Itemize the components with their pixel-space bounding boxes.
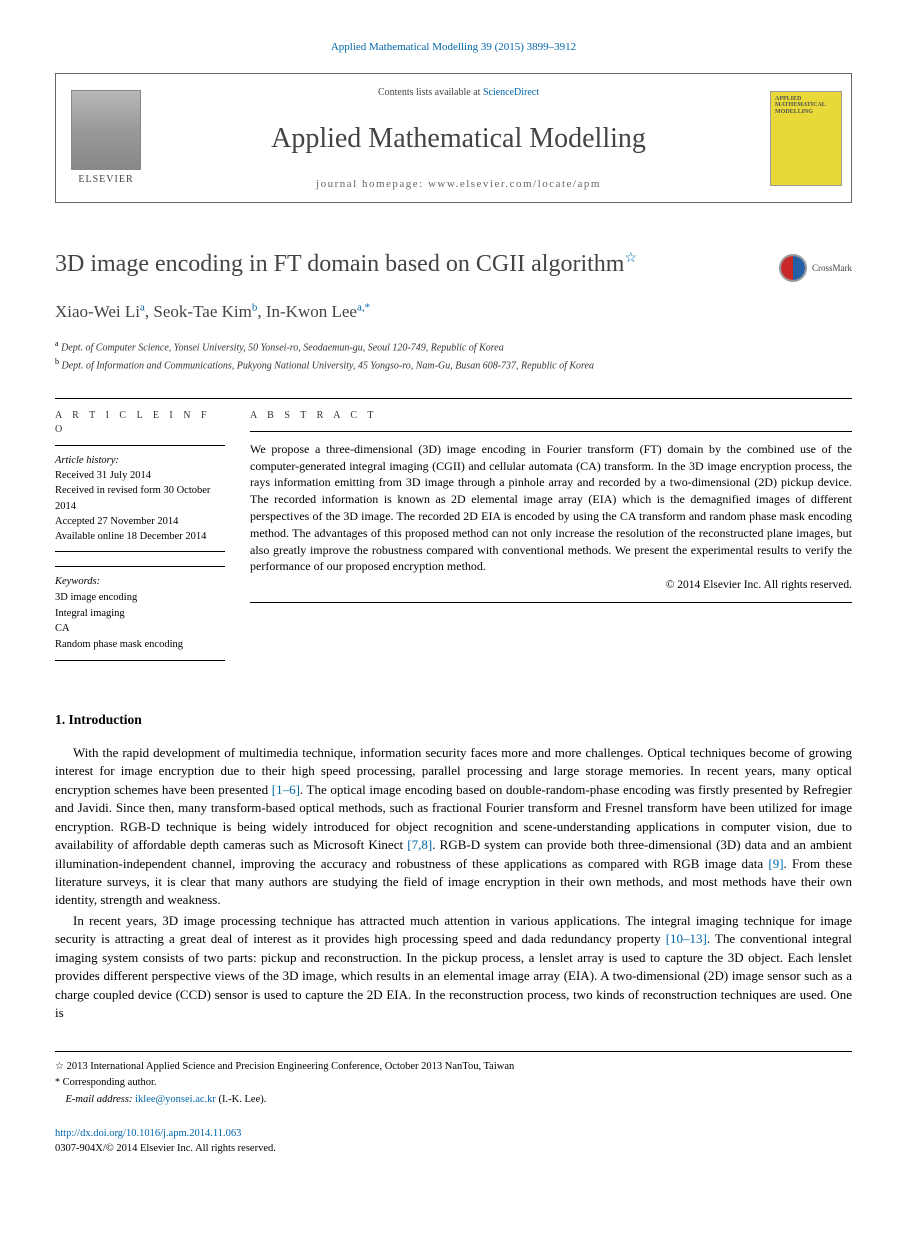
abstract-copyright: © 2014 Elsevier Inc. All rights reserved… [250,577,852,593]
journal-name: Applied Mathematical Modelling [271,119,646,158]
article-title: 3D image encoding in FT domain based on … [55,248,759,282]
publisher-logo-cell: ELSEVIER [56,74,156,202]
authors-line: Xiao-Wei Lia, Seok-Tae Kimb, In-Kwon Lee… [55,300,852,324]
email-link[interactable]: iklee@yonsei.ac.kr [135,1094,216,1105]
author-3[interactable]: In-Kwon Lee [266,302,357,321]
footnote-conference: ☆ 2013 International Applied Science and… [55,1059,852,1076]
article-info-label: A R T I C L E I N F O [55,399,225,445]
contents-prefix: Contents lists available at [378,87,483,98]
ref-link[interactable]: [10–13] [666,931,707,946]
sciencedirect-link[interactable]: ScienceDirect [483,87,539,98]
paragraph-2: In recent years, 3D image processing tec… [55,912,852,1023]
title-footnote-marker: ☆ [624,251,637,266]
journal-homepage[interactable]: journal homepage: www.elsevier.com/locat… [316,177,601,192]
keywords-label: Keywords: [55,574,225,590]
crossmark-label: CrossMark [812,262,852,275]
affiliation-a: a Dept. of Computer Science, Yonsei Univ… [55,338,852,355]
cover-cell: APPLIED MATHEMATICAL MODELLING [761,74,851,202]
page-container: Applied Mathematical Modelling 39 (2015)… [0,0,907,1186]
abstract-label: A B S T R A C T [250,399,852,431]
history-label: Article history: [55,453,225,468]
abstract-column: A B S T R A C T We propose a three-dimen… [250,399,852,661]
history-item: Available online 18 December 2014 [55,529,225,544]
journal-cover-thumbnail: APPLIED MATHEMATICAL MODELLING [770,91,842,186]
affiliation-b: b Dept. of Information and Communication… [55,356,852,373]
crossmark-icon [779,254,807,282]
footnote-email: E-mail address: iklee@yonsei.ac.kr (I.-K… [55,1092,852,1109]
article-info-column: A R T I C L E I N F O Article history: R… [55,399,250,661]
info-abstract-row: A R T I C L E I N F O Article history: R… [55,399,852,661]
elsevier-label: ELSEVIER [78,173,133,187]
history-item: Received 31 July 2014 [55,468,225,483]
crossmark-badge[interactable]: CrossMark [779,254,852,282]
cover-title: APPLIED MATHEMATICAL MODELLING [775,96,837,116]
ref-link[interactable]: [7,8] [407,837,432,852]
title-text: 3D image encoding in FT domain based on … [55,251,624,277]
doi-block: http://dx.doi.org/10.1016/j.apm.2014.11.… [55,1127,852,1156]
author-2[interactable]: Seok-Tae Kim [153,302,251,321]
author-1[interactable]: Xiao-Wei Li [55,302,140,321]
keyword-item: 3D image encoding [55,590,225,606]
footnotes: ☆ 2013 International Applied Science and… [55,1051,852,1109]
footnote-corresponding: * Corresponding author. [55,1075,852,1092]
keywords-block: Keywords: 3D image encoding Integral ima… [55,566,225,661]
affiliations: a Dept. of Computer Science, Yonsei Univ… [55,338,852,373]
paragraph-1: With the rapid development of multimedia… [55,744,852,910]
ref-link[interactable]: [1–6] [272,782,300,797]
title-row: 3D image encoding in FT domain based on … [55,248,852,282]
header-citation: Applied Mathematical Modelling 39 (2015)… [55,40,852,55]
contents-line: Contents lists available at ScienceDirec… [378,86,539,100]
ref-link[interactable]: [9] [768,856,783,871]
keyword-item: CA [55,621,225,637]
section-heading-1: 1. Introduction [55,711,852,730]
keyword-item: Random phase mask encoding [55,637,225,653]
journal-header-box: ELSEVIER Contents lists available at Sci… [55,73,852,203]
article-history-block: Article history: Received 31 July 2014 R… [55,445,225,552]
keyword-item: Integral imaging [55,606,225,622]
issn-copyright: 0307-904X/© 2014 Elsevier Inc. All right… [55,1143,276,1154]
doi-link[interactable]: http://dx.doi.org/10.1016/j.apm.2014.11.… [55,1128,241,1139]
elsevier-tree-icon [71,90,141,170]
author-3-aff: a,* [357,302,370,314]
history-item: Received in revised form 30 October 2014 [55,483,225,513]
header-center: Contents lists available at ScienceDirec… [156,74,761,202]
author-1-aff: a [140,302,145,314]
author-2-aff: b [252,302,258,314]
body-section: 1. Introduction With the rapid developme… [55,711,852,1023]
abstract-text: We propose a three-dimensional (3D) imag… [250,431,852,603]
history-item: Accepted 27 November 2014 [55,514,225,529]
